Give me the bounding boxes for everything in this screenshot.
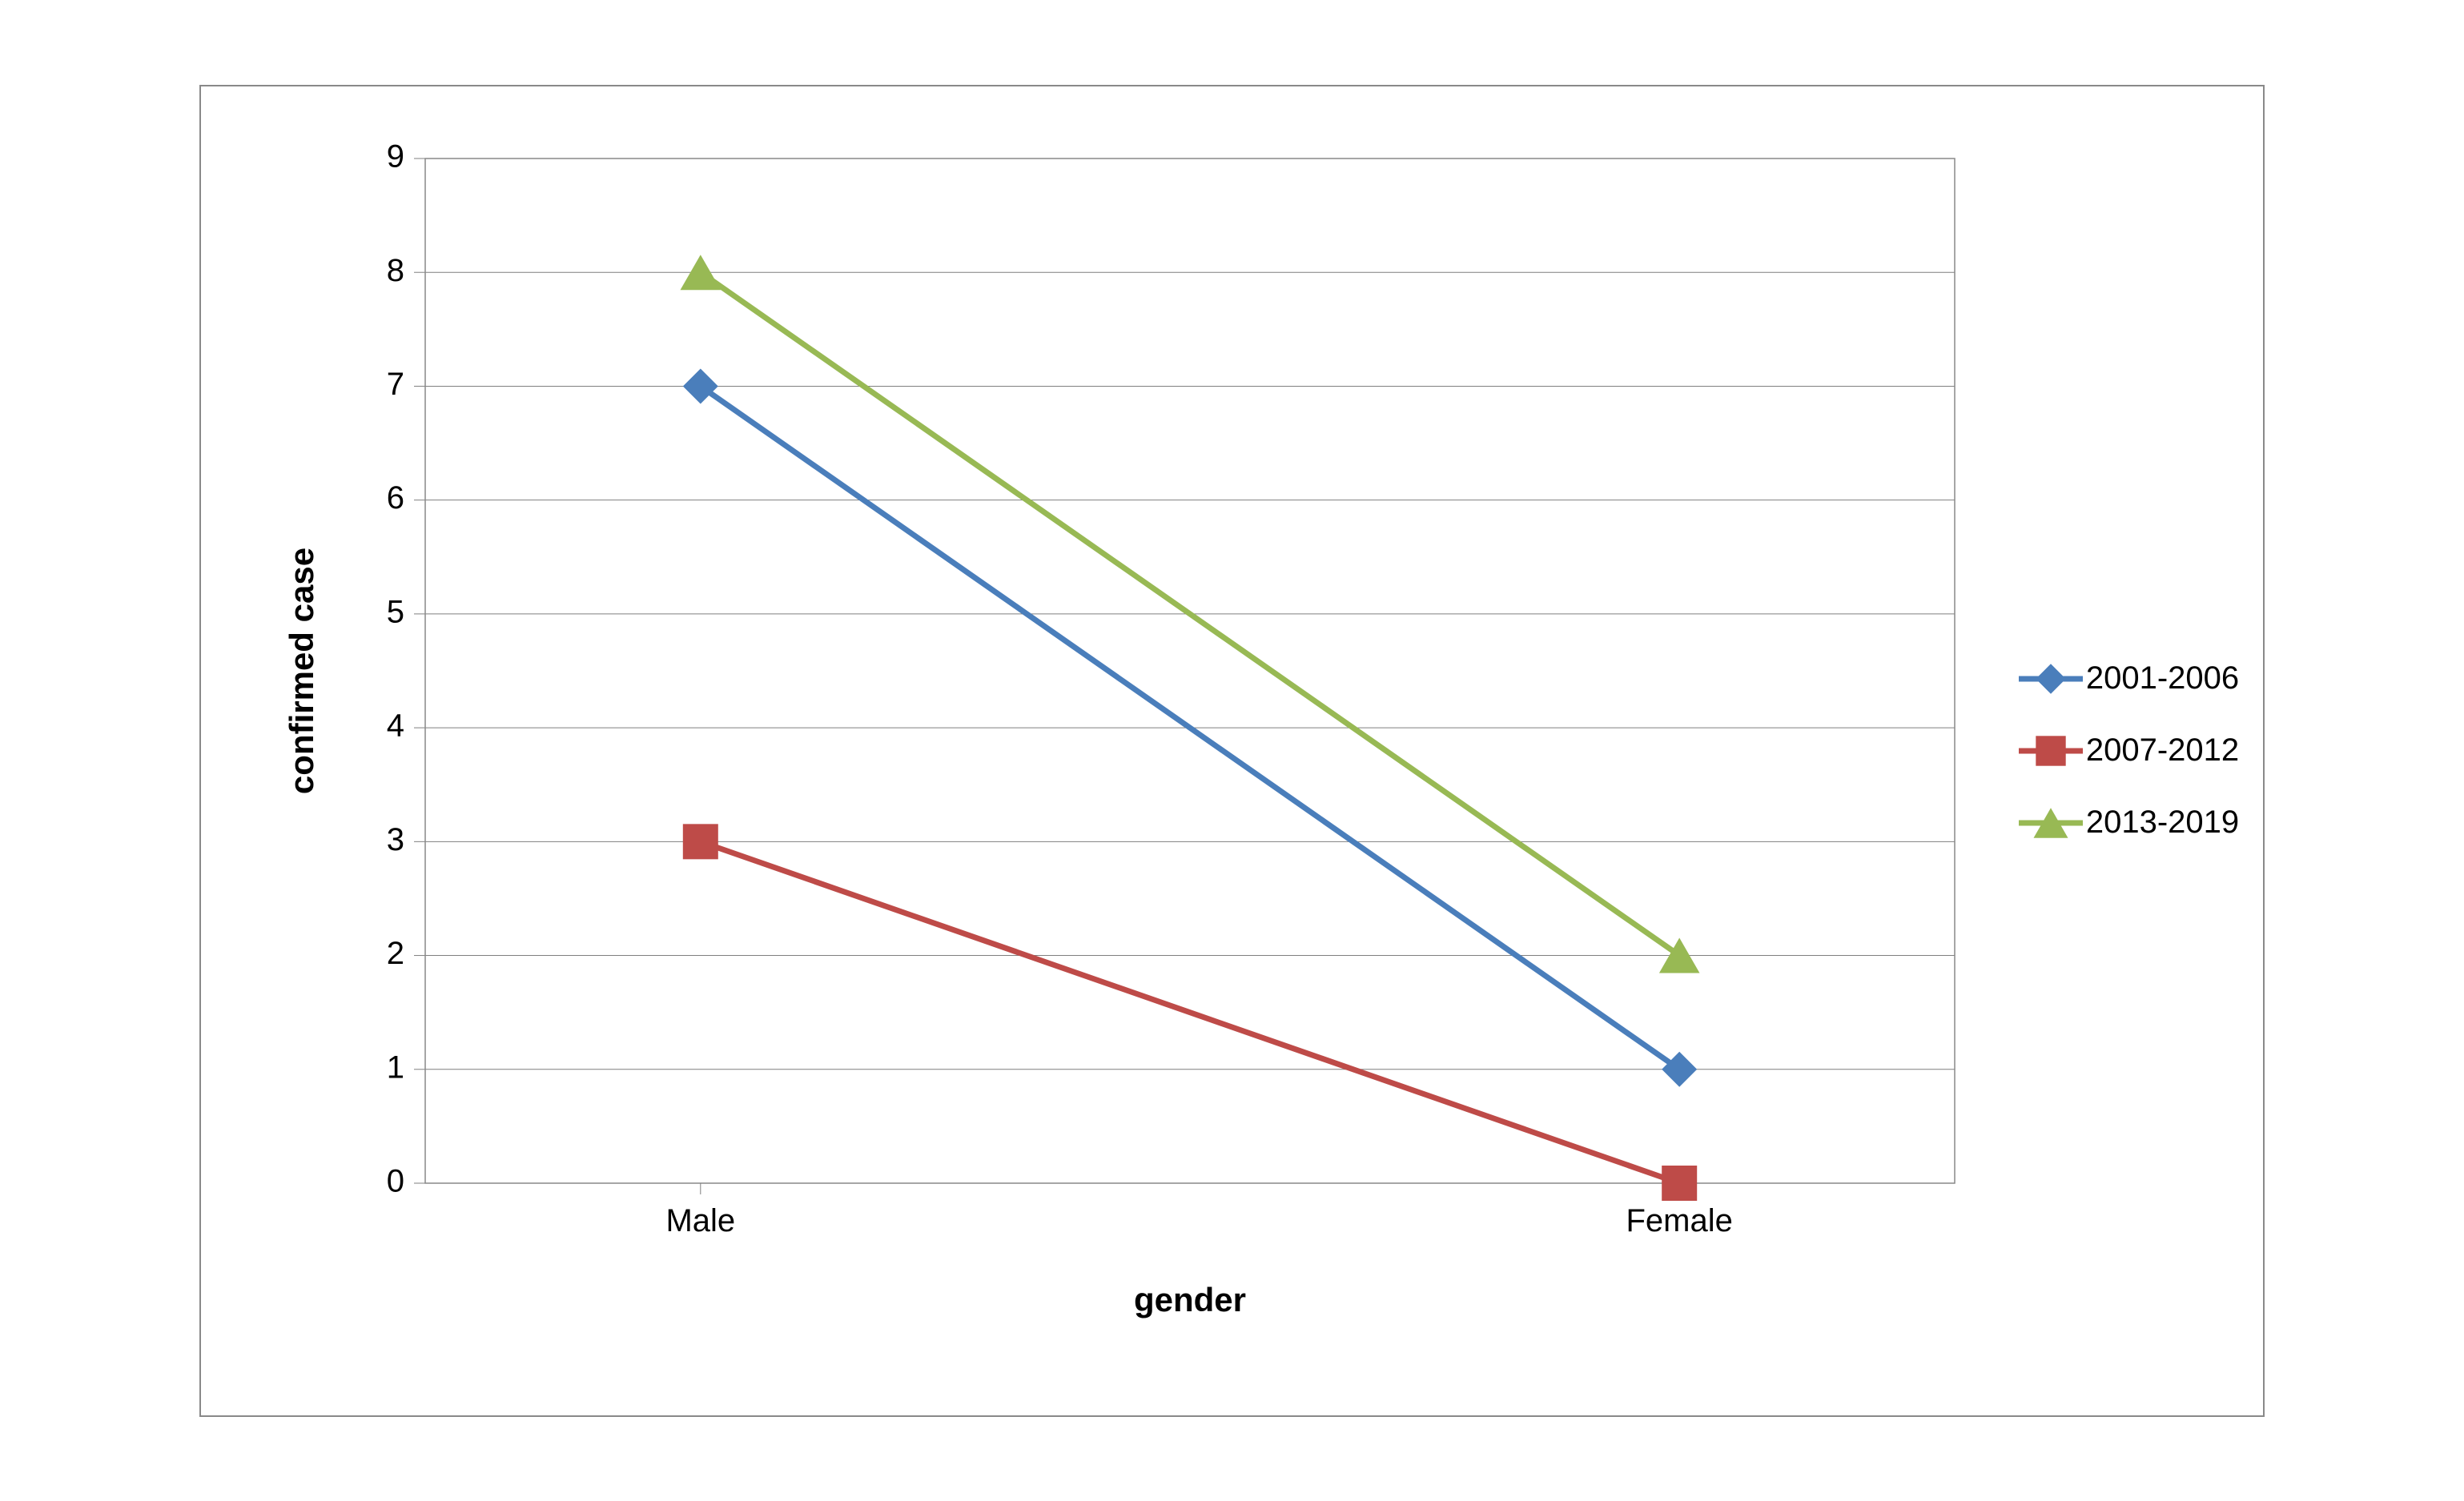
- legend-item: 2007-2012: [2019, 731, 2239, 771]
- y-tick-label: 5: [387, 594, 404, 629]
- legend-swatch: [2019, 731, 2083, 771]
- series-1: [683, 824, 1697, 1201]
- legend-label: 2001-2006: [2086, 660, 2239, 696]
- x-axis-title: gender: [1134, 1281, 1246, 1318]
- x-tick-label: Male: [665, 1203, 735, 1238]
- x-tick-label: Female: [1626, 1203, 1732, 1238]
- legend-label: 2007-2012: [2086, 732, 2239, 769]
- y-axis-title: confirmed case: [283, 547, 320, 793]
- legend-item: 2001-2006: [2019, 659, 2239, 699]
- legend-label: 2013-2019: [2086, 805, 2239, 841]
- line-chart: 0 1 2 3 4 5 6 7 8 9 Male Female confirmed case gender: [225, 110, 1987, 1391]
- legend-item: 2013-2019: [2019, 803, 2239, 843]
- y-tick-label: 7: [387, 367, 404, 402]
- y-tick-label: 1: [387, 1049, 404, 1085]
- y-tick-label: 8: [387, 252, 404, 287]
- y-tick-label: 6: [387, 480, 404, 516]
- y-tick-label: 0: [387, 1163, 404, 1198]
- chart-inner: 0 1 2 3 4 5 6 7 8 9 Male Female confirmed case gender…: [225, 110, 2239, 1391]
- y-tick-label: 3: [387, 821, 404, 857]
- y-tick-label: 4: [387, 708, 404, 743]
- legend-swatch: [2019, 659, 2083, 699]
- legend-swatch: [2019, 803, 2083, 843]
- legend: 2001-2006 2007-2012 2013-2019: [2019, 659, 2239, 843]
- chart-container: 0 1 2 3 4 5 6 7 8 9 Male Female confirmed case gender…: [199, 85, 2265, 1417]
- y-tick-label: 2: [387, 936, 404, 971]
- y-tick-label: 9: [387, 138, 404, 174]
